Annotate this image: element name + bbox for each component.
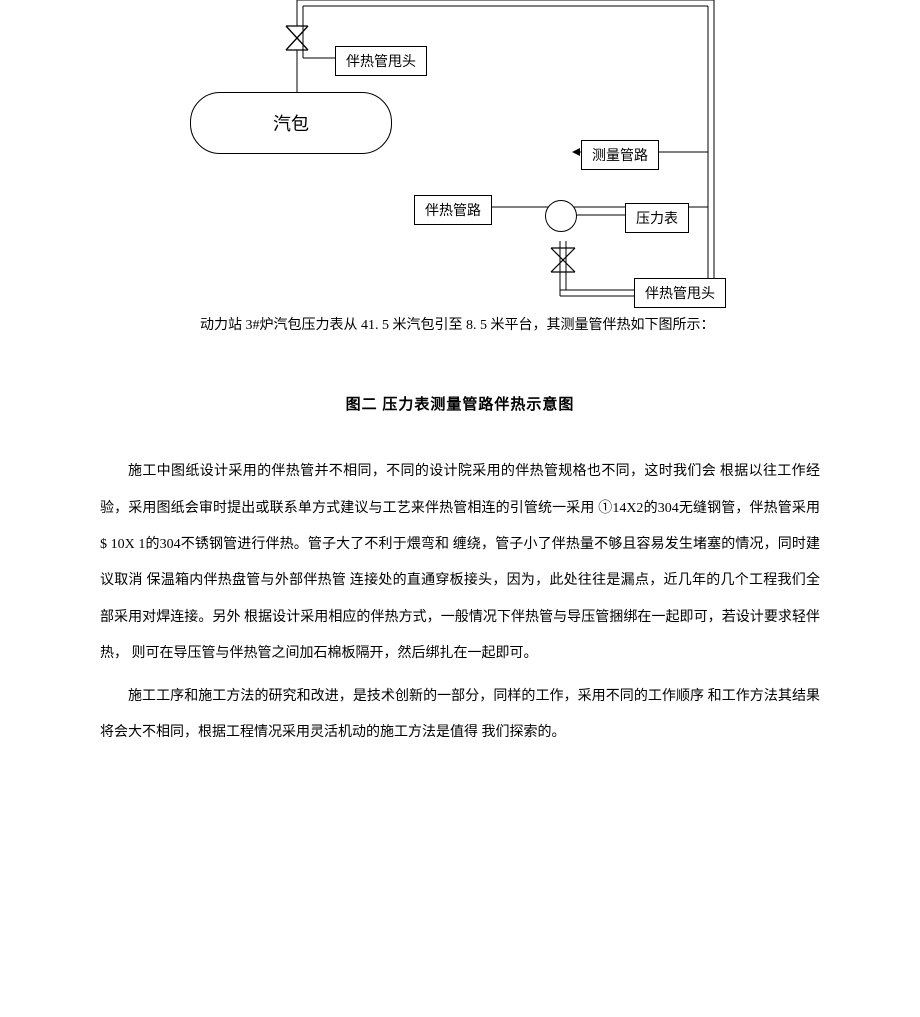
figure-title: 图二 压力表测量管路伴热示意图	[0, 393, 920, 414]
body-text: 施工中图纸设计采用的伴热管并不相同，不同的设计院采用的伴热管规格也不同，这时我们…	[0, 454, 920, 797]
pressure-gauge-icon	[545, 200, 577, 232]
heat-pipe-end-bottom-label: 伴热管甩头	[634, 278, 726, 308]
measure-pipe-label: 测量管路	[581, 140, 659, 170]
diagram-lines	[0, 0, 920, 305]
diagram-caption: 动力站 3#炉汽包压力表从 41. 5 米汽包引至 8. 5 米平台，其测量管伴…	[0, 313, 920, 338]
arrow-icon	[572, 148, 580, 156]
pressure-gauge-label: 压力表	[625, 203, 689, 233]
steam-drum-node: 汽包	[190, 92, 392, 154]
document-page: 汽包 伴热管甩头 测量管路 伴热管路 压力表 伴热管甩头 动力站 3#炉汽包压力…	[0, 0, 920, 797]
paragraph-1: 施工中图纸设计采用的伴热管并不相同，不同的设计院采用的伴热管规格也不同，这时我们…	[100, 454, 820, 672]
piping-diagram: 汽包 伴热管甩头 测量管路 伴热管路 压力表 伴热管甩头	[0, 0, 920, 305]
paragraph-2: 施工工序和施工方法的研究和改进，是技术创新的一部分，同样的工作，采用不同的工作顺…	[100, 679, 820, 752]
heat-pipe-route-label: 伴热管路	[414, 195, 492, 225]
heat-pipe-end-top-label: 伴热管甩头	[335, 46, 427, 76]
steam-drum-text: 汽包	[273, 110, 309, 136]
